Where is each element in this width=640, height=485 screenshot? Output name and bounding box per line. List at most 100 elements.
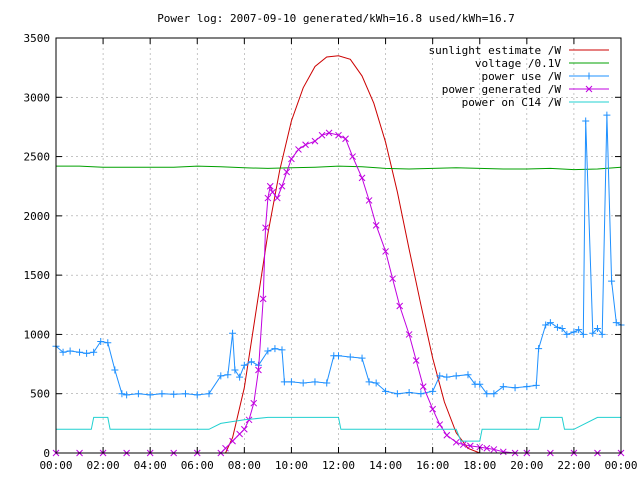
data-point xyxy=(266,182,274,190)
data-point xyxy=(346,353,354,361)
legend-marker xyxy=(585,72,593,80)
data-point xyxy=(570,328,578,336)
data-point xyxy=(419,383,427,390)
data-point xyxy=(278,182,286,190)
data-point xyxy=(499,383,507,391)
data-point xyxy=(396,302,404,310)
data-point xyxy=(222,444,229,452)
data-point xyxy=(66,347,74,355)
data-point xyxy=(76,348,84,356)
data-point xyxy=(311,137,319,145)
x-tick-label: 12:00 xyxy=(322,459,355,472)
data-point xyxy=(535,345,543,353)
data-point xyxy=(170,390,178,398)
data-point xyxy=(452,438,460,446)
x-tick-label: 02:00 xyxy=(87,459,120,472)
data-point xyxy=(553,323,561,331)
data-point xyxy=(365,378,373,386)
data-point xyxy=(264,347,272,355)
data-point xyxy=(262,224,269,232)
data-point xyxy=(259,295,267,303)
data-point xyxy=(511,384,519,392)
data-point xyxy=(181,390,189,398)
data-point xyxy=(247,358,255,366)
series-line-1 xyxy=(56,165,622,171)
data-point xyxy=(436,421,444,428)
data-point xyxy=(302,141,309,149)
data-point xyxy=(280,378,288,386)
x-tick-label: 14:00 xyxy=(369,459,402,472)
x-tick-label: 10:00 xyxy=(275,459,308,472)
data-point xyxy=(278,346,286,354)
data-point xyxy=(382,387,390,395)
data-point xyxy=(111,366,119,374)
data-point xyxy=(299,379,307,387)
data-point xyxy=(358,174,366,182)
data-point xyxy=(459,441,467,449)
data-point xyxy=(288,155,295,163)
y-tick-label: 3500 xyxy=(24,32,51,45)
series-4 xyxy=(56,416,621,442)
legend-marker xyxy=(585,85,593,93)
y-tick-label: 500 xyxy=(30,388,50,401)
data-point xyxy=(476,380,484,388)
data-point xyxy=(443,373,451,381)
data-point xyxy=(429,387,437,395)
data-point xyxy=(546,319,554,327)
x-tick-label: 06:00 xyxy=(181,459,214,472)
x-tick-label: 16:00 xyxy=(416,459,449,472)
data-point xyxy=(205,390,213,398)
data-point xyxy=(365,197,373,204)
legend-item: voltage /0.1V xyxy=(475,57,609,70)
data-point xyxy=(389,275,396,283)
data-point xyxy=(217,372,225,380)
data-point xyxy=(532,381,540,389)
data-point xyxy=(158,390,166,398)
data-point xyxy=(598,330,606,338)
data-point xyxy=(603,111,611,119)
data-point xyxy=(417,390,425,398)
series-line-4 xyxy=(56,416,621,442)
data-point xyxy=(335,352,342,360)
data-point xyxy=(193,391,201,399)
data-point xyxy=(146,391,154,399)
legend-label: power on C14 /W xyxy=(462,96,562,109)
data-point xyxy=(466,442,474,450)
series-layer xyxy=(52,55,625,457)
y-tick-label: 2500 xyxy=(24,151,51,164)
data-point xyxy=(579,330,587,338)
x-tick-label: 18:00 xyxy=(463,459,496,472)
data-point xyxy=(342,135,349,143)
data-point xyxy=(118,390,126,398)
data-point xyxy=(464,371,472,379)
data-point xyxy=(490,446,498,453)
data-point xyxy=(83,349,91,357)
data-point xyxy=(608,277,616,285)
data-point xyxy=(97,338,105,346)
data-point xyxy=(325,129,333,137)
data-point xyxy=(255,366,262,374)
data-point xyxy=(358,354,366,362)
data-point xyxy=(335,131,342,139)
data-point xyxy=(311,378,319,386)
data-point xyxy=(349,153,356,160)
data-point xyxy=(240,425,248,433)
data-point xyxy=(523,383,531,391)
series-0 xyxy=(225,55,480,454)
data-point xyxy=(443,431,451,439)
legend-item: power on C14 /W xyxy=(462,96,609,109)
data-point xyxy=(483,390,491,398)
x-tick-label: 04:00 xyxy=(134,459,167,472)
data-point xyxy=(231,366,239,374)
data-point xyxy=(563,330,571,338)
chart-title: Power log: 2007-09-10 generated/kWh=16.8… xyxy=(157,12,515,25)
data-point xyxy=(104,339,112,347)
series-2 xyxy=(52,111,625,399)
legend-item: sunlight estimate /W xyxy=(429,44,609,57)
data-point xyxy=(483,444,491,452)
x-tick-label: 00:00 xyxy=(39,459,72,472)
data-point xyxy=(323,379,331,387)
data-point xyxy=(612,319,620,327)
